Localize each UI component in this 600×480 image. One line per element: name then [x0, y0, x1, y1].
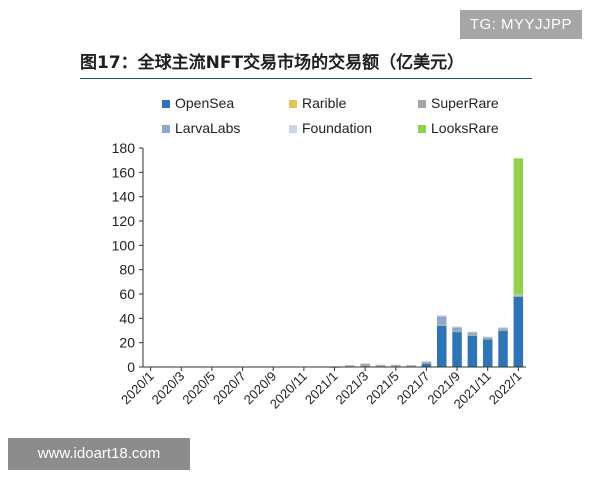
bar-foundation-2021/8 [436, 315, 447, 317]
bar-foundation-2021/11 [482, 336, 493, 338]
legend-swatch-larvalabs [162, 125, 170, 133]
bar-larvalabs-2021/12 [498, 328, 508, 331]
bars [329, 158, 524, 368]
bar-foundation-2021/7 [421, 361, 432, 363]
legend-swatch-superrare [418, 100, 426, 108]
bar-opensea-2021/12 [498, 330, 508, 367]
bar-opensea-2021/10 [467, 335, 478, 367]
bar-opensea-2021/7 [421, 363, 432, 367]
y-tick-label: 180 [112, 140, 136, 156]
y-tick-label: 0 [127, 359, 135, 375]
legend-swatch-foundation [289, 125, 297, 133]
y-tick-label: 140 [112, 189, 136, 205]
y-tick-label: 40 [119, 310, 135, 326]
bar-superrare-2021/10 [467, 334, 478, 336]
legend-label-rarible: Rarible [302, 95, 347, 111]
bar-foundation-2021/2 [345, 364, 355, 366]
bar-superrare-2021/12 [498, 330, 508, 331]
bar-superrare-2022/1 [513, 295, 524, 297]
bar-foundation-2021/10 [467, 331, 478, 333]
bar-superrare-2021/3 [360, 365, 370, 366]
bar-superrare-2021/11 [482, 338, 493, 340]
bar-larvalabs-2022/1 [513, 295, 524, 297]
bar-foundation-2021/5 [391, 364, 401, 366]
x-tick-label: 2022/1 [486, 369, 525, 408]
bar-opensea-2021/3 [360, 365, 370, 367]
legend: OpenSea Rarible SuperRare LarvaLabs Foundati… [162, 95, 499, 136]
bar-foundation-2021/12 [498, 327, 508, 329]
bar-superrare-2021/7 [421, 362, 432, 364]
x-tick-label: 2020/7 [210, 369, 249, 408]
bar-larvalabs-2021/7 [421, 361, 432, 363]
x-tick-label: 2021/3 [333, 369, 372, 408]
bar-opensea-2021/8 [436, 325, 447, 367]
y-axis: 0 20 40 60 80 100 120 140 160 180 [112, 140, 144, 375]
y-tick-label: 60 [119, 286, 135, 302]
bar-opensea-2021/4 [375, 365, 386, 367]
legend-label-foundation: Foundation [302, 120, 372, 136]
bar-opensea-2021/9 [452, 331, 462, 367]
x-tick-label: 2021/1 [302, 369, 341, 408]
legend-label-opensea: OpenSea [175, 95, 234, 111]
bar-larvalabs-2021/9 [452, 327, 462, 332]
legend-label-looksrare: LooksRare [431, 120, 499, 136]
bar-foundation-2021/6 [406, 364, 416, 366]
x-tick-label: 2021/7 [394, 369, 433, 408]
y-tick-label: 100 [112, 237, 136, 253]
bar-larvalabs-2021/11 [482, 337, 493, 339]
bar-larvalabs-2021/8 [436, 316, 447, 325]
y-tick-label: 160 [112, 164, 136, 180]
bar-superrare-2021/9 [452, 331, 462, 332]
chart-title: 图17：全球主流NFT交易市场的交易额（亿美元） [80, 53, 465, 73]
bar-superrare-2021/2 [345, 365, 355, 367]
x-tick-label: 2020/5 [179, 369, 218, 408]
bar-looksrare-2022/1 [513, 158, 524, 295]
title-divider [80, 78, 532, 79]
bar-larvalabs-2021/10 [467, 332, 478, 335]
watermark-bottom: www.idoart18.com [8, 438, 190, 470]
bar-superrare-2021/8 [436, 324, 447, 326]
y-tick-label: 120 [112, 213, 136, 229]
legend-label-superrare: SuperRare [431, 95, 499, 111]
x-tick-label: 2020/1 [118, 369, 157, 408]
legend-swatch-opensea [162, 100, 170, 108]
bar-foundation-2021/3 [360, 363, 370, 365]
watermark-top: TG: MYYJJPP [459, 10, 582, 39]
bar-opensea-2022/1 [513, 296, 524, 367]
legend-swatch-rarible [289, 100, 297, 108]
y-tick-label: 20 [119, 335, 135, 351]
bar-foundation-2021/9 [452, 326, 462, 328]
bar-foundation-2021/4 [375, 364, 386, 366]
bar-opensea-2021/11 [482, 339, 493, 367]
x-tick-label: 2021/5 [363, 369, 402, 408]
bar-larvalabs-2021/3 [360, 363, 370, 366]
legend-swatch-looksrare [418, 125, 426, 133]
x-tick-label: 2020/3 [149, 369, 188, 408]
legend-label-larvalabs: LarvaLabs [175, 120, 240, 136]
bar-superrare-2021/5 [391, 365, 401, 367]
bar-foundation-2022/1 [513, 294, 524, 296]
x-axis: 2020/12020/32020/52020/72020/92020/11202… [118, 366, 526, 412]
y-tick-label: 80 [119, 262, 135, 278]
